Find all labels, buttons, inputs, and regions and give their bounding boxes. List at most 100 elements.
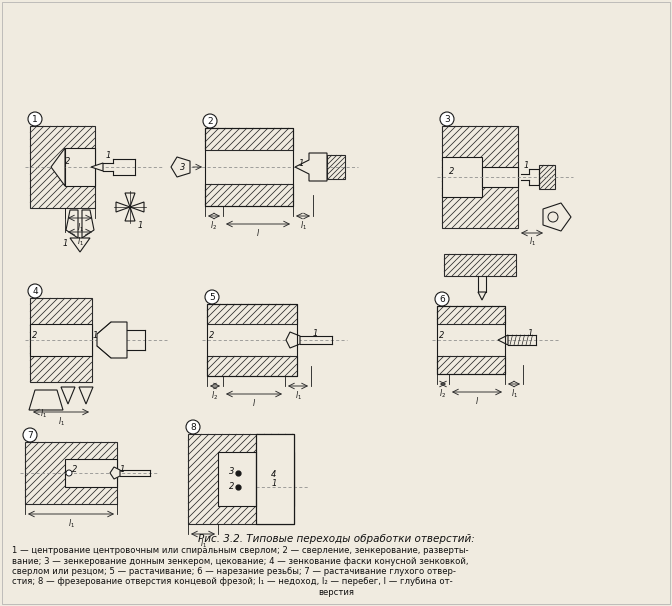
Circle shape [186,420,200,434]
Text: 2: 2 [439,330,445,339]
Bar [327,155,345,179]
Polygon shape [79,387,93,404]
Bar [30,324,92,356]
Text: $l_1$: $l_1$ [67,517,75,530]
Circle shape [23,428,37,442]
Polygon shape [130,202,144,212]
Bar [256,434,294,524]
Bar [437,356,505,374]
Circle shape [548,212,558,222]
Text: $l_1$: $l_1$ [528,236,536,248]
Text: $l_2$: $l_2$ [212,389,218,402]
Text: 1: 1 [62,239,68,248]
Circle shape [28,284,42,298]
Text: $l$: $l$ [475,395,479,406]
Text: вание; 3 — зенкерование донным зенкером, цекование; 4 — зенкование фаски конусно: вание; 3 — зенкерование донным зенкером,… [12,556,468,565]
Polygon shape [110,467,120,479]
Text: 7: 7 [27,430,33,439]
Polygon shape [70,238,90,252]
Text: 2: 2 [450,167,455,176]
Bar [205,128,293,206]
Text: 3: 3 [444,115,450,124]
Polygon shape [51,148,65,186]
Polygon shape [125,207,135,221]
Bar [207,356,297,376]
Text: 2: 2 [32,330,38,339]
Polygon shape [29,390,63,410]
Text: 1 — центрование центровочным или спиральным сверлом; 2 — сверление, зенкерование: 1 — центрование центровочным или спираль… [12,546,468,555]
Text: 1: 1 [528,328,533,338]
Text: верстия: верстия [318,588,354,597]
Bar [30,298,92,382]
Text: $l_1$: $l_1$ [511,387,517,399]
Bar [30,126,95,208]
Text: 1: 1 [32,115,38,124]
Bar [442,126,518,228]
Bar [220,454,256,504]
Circle shape [203,114,217,128]
Text: $l_1$: $l_1$ [200,537,206,550]
Circle shape [66,470,72,476]
Polygon shape [171,157,190,177]
Polygon shape [116,202,130,212]
Circle shape [205,290,219,304]
Polygon shape [295,153,327,181]
Bar [442,157,482,197]
Bar [205,128,293,150]
Polygon shape [286,332,300,348]
Text: 1: 1 [271,479,277,488]
Polygon shape [91,163,103,171]
Text: сверлом или резцом; 5 — растачивание; 6 — нарезание резьбы; 7 — растачивание глу: сверлом или резцом; 5 — растачивание; 6 … [12,567,456,576]
Text: $l_1$: $l_1$ [77,235,83,247]
Text: 8: 8 [190,422,196,431]
Text: 1: 1 [106,152,111,161]
Text: 2: 2 [65,158,71,167]
Text: $l_1$: $l_1$ [294,389,302,402]
Bar [207,304,297,324]
Bar [539,165,555,189]
Text: 1: 1 [298,159,304,167]
Text: 1: 1 [312,328,318,338]
Polygon shape [66,210,78,238]
Bar [65,459,117,487]
Text: $l_2$: $l_2$ [439,387,446,399]
Bar [437,306,505,324]
Text: 3: 3 [180,162,185,171]
Bar [205,184,293,206]
Text: 1: 1 [92,331,97,341]
Polygon shape [125,193,135,207]
Polygon shape [543,203,571,231]
Bar [256,434,294,524]
Text: $l_1$: $l_1$ [300,219,306,231]
Text: 3: 3 [229,467,235,476]
Bar [207,304,297,376]
Bar [25,442,117,504]
Text: $l$: $l$ [252,397,256,408]
Bar [188,434,294,524]
Text: 1: 1 [120,465,125,473]
Bar [437,306,505,374]
Circle shape [440,112,454,126]
Text: 2: 2 [73,465,78,473]
Polygon shape [82,210,94,238]
Bar [65,148,95,186]
Polygon shape [97,322,127,358]
Text: $l_1$: $l_1$ [58,415,65,427]
Text: 4: 4 [32,287,38,296]
Polygon shape [498,335,508,345]
Circle shape [28,112,42,126]
Bar [444,254,516,276]
Circle shape [435,292,449,306]
Polygon shape [478,292,486,300]
Text: 2: 2 [229,482,235,491]
Text: $l_1$: $l_1$ [40,408,46,420]
Text: $l$: $l$ [256,227,260,238]
Text: 1: 1 [523,162,529,170]
Text: 1: 1 [137,221,142,230]
Bar [218,452,294,506]
Text: $l_2$: $l_2$ [210,219,218,231]
Bar [482,167,518,187]
Text: 2: 2 [209,330,214,339]
Text: 4: 4 [271,470,277,479]
Text: Рис. 3.2. Типовые переходы обработки отверстий:: Рис. 3.2. Типовые переходы обработки отв… [198,534,474,544]
